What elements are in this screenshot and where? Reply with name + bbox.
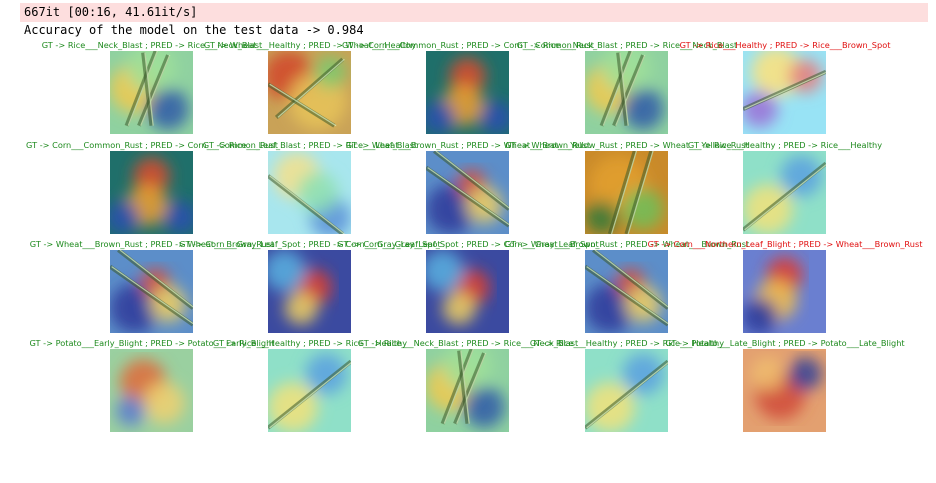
prediction-title: GT -> Rice___Healthy ; PRED -> Rice___He… [212, 338, 408, 348]
prediction-cell: GT -> Wheat___Brown_Rust ; PRED -> Wheat… [30, 239, 274, 339]
prediction-title: GT -> Wheat___Brown_Rust ; PRED -> Wheat… [504, 239, 750, 249]
prediction-cell: GT -> Corn___Common_Rust ; PRED -> Corn_… [26, 140, 278, 240]
gradcam-heatmap-image [743, 250, 826, 333]
prediction-cell: GT -> Wheat___Brown_Rust ; PRED -> Wheat… [346, 140, 590, 240]
prediction-title: GT -> Corn___Gray_Leaf_Spot ; PRED -> Co… [337, 239, 599, 249]
prediction-cell: GT -> Corn___Gray_Leaf_Spot ; PRED -> Co… [337, 239, 599, 339]
gradcam-heatmap-image [426, 250, 509, 333]
gradcam-heatmap-image [585, 250, 668, 333]
prediction-title: GT -> Corn___Northern_Leaf_Blight ; PRED… [647, 239, 923, 249]
prediction-cell: GT -> Rice___Neck_Blast ; PRED -> Rice__… [517, 40, 737, 140]
prediction-cell: GT -> Rice___Neck_Blast ; PRED -> Rice__… [358, 338, 578, 438]
prediction-title: GT -> Rice___Healthy ; PRED -> Rice___He… [687, 140, 883, 150]
gradcam-heatmap-image [110, 250, 193, 333]
prediction-cell: GT -> Rice___Healthy ; PRED -> Rice___Br… [680, 40, 890, 140]
gradcam-heatmap-image [268, 151, 351, 234]
prediction-cell: GT -> Corn___Northern_Leaf_Blight ; PRED… [648, 239, 922, 339]
gradcam-heatmap-image [110, 349, 193, 432]
gradcam-heatmap-image [585, 51, 668, 134]
prediction-cell: GT -> Rice___Healthy ; PRED -> Rice___He… [213, 338, 407, 438]
gradcam-heatmap-image [268, 51, 351, 134]
gradcam-heatmap-image [743, 51, 826, 134]
prediction-title: GT -> Rice___Leaf_Blast ; PRED -> Rice__… [202, 140, 418, 150]
prediction-title: GT -> Rice___Neck_Blast ; PRED -> Rice__… [357, 338, 579, 348]
prediction-title: GT -> Rice___Healthy ; PRED -> Rice___Br… [679, 40, 891, 50]
prediction-title: GT -> Wheat___Healthy ; PRED -> Wheat___… [203, 40, 417, 50]
gradcam-heatmap-image [426, 51, 509, 134]
prediction-cell: GT -> Wheat___Brown_Rust ; PRED -> Wheat… [505, 239, 749, 339]
prediction-title: GT -> Rice___Neck_Blast ; PRED -> Rice__… [41, 40, 263, 50]
gradcam-heatmap-image [426, 151, 509, 234]
gradcam-heatmap-image [585, 151, 668, 234]
gradcam-heatmap-image [585, 349, 668, 432]
prediction-title: GT -> Wheat___Brown_Rust ; PRED -> Wheat… [29, 239, 275, 249]
prediction-cell: GT -> Wheat___Healthy ; PRED -> Wheat___… [204, 40, 416, 140]
gradcam-heatmap-image [743, 151, 826, 234]
prediction-title: GT -> Rice___Healthy ; PRED -> Rice___He… [529, 338, 725, 348]
prediction-title: GT -> Rice___Neck_Blast ; PRED -> Rice__… [516, 40, 738, 50]
prediction-cell: GT -> Corn___Common_Rust ; PRED -> Corn_… [342, 40, 594, 140]
gradcam-heatmap-image [268, 250, 351, 333]
accuracy-output: Accuracy of the model on the test data -… [24, 23, 364, 37]
prediction-title: GT -> Wheat___Brown_Rust ; PRED -> Wheat… [345, 140, 591, 150]
gradcam-heatmap-image [110, 51, 193, 134]
prediction-title: GT -> Potato___Late_Blight ; PRED -> Pot… [665, 338, 905, 348]
prediction-cell: GT -> Rice___Healthy ; PRED -> Rice___He… [688, 140, 882, 240]
prediction-title: GT -> Corn___Common_Rust ; PRED -> Corn_… [26, 140, 278, 150]
prediction-cell: GT -> Rice___Neck_Blast ; PRED -> Rice__… [42, 40, 262, 140]
gradcam-heatmap-image [110, 151, 193, 234]
prediction-cell: GT -> Rice___Healthy ; PRED -> Rice___He… [530, 338, 724, 438]
gradcam-heatmap-image [426, 349, 509, 432]
gradcam-heatmap-image [268, 349, 351, 432]
prediction-title: GT -> Corn___Gray_Leaf_Spot ; PRED -> Co… [179, 239, 441, 249]
prediction-cell: GT -> Wheat___Yellow_Rust ; PRED -> Whea… [505, 140, 749, 240]
prediction-cell: GT -> Potato___Late_Blight ; PRED -> Pot… [665, 338, 905, 438]
prediction-title: GT -> Potato___Early_Blight ; PRED -> Po… [29, 338, 275, 348]
stderr-output: 667it [00:16, 41.61it/s] [20, 3, 928, 22]
gradcam-heatmap-image [743, 349, 826, 432]
prediction-title: GT -> Wheat___Yellow_Rust ; PRED -> Whea… [505, 140, 749, 150]
prediction-cell: GT -> Corn___Gray_Leaf_Spot ; PRED -> Co… [179, 239, 441, 339]
prediction-cell: GT -> Potato___Early_Blight ; PRED -> Po… [30, 338, 275, 438]
prediction-title: GT -> Corn___Common_Rust ; PRED -> Corn_… [342, 40, 594, 50]
prediction-cell: GT -> Rice___Leaf_Blast ; PRED -> Rice__… [203, 140, 417, 240]
